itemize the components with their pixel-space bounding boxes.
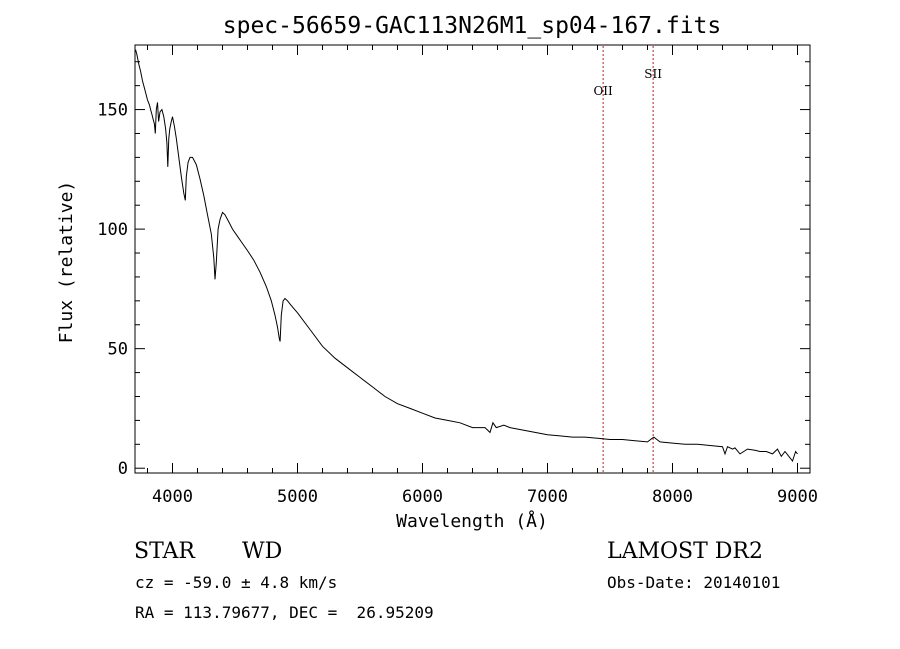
x-tick-label: 4000: [152, 487, 193, 507]
series-line: [135, 49, 798, 463]
plot-frame: [134, 44, 811, 474]
x-tick-label: 5000: [277, 487, 318, 507]
x-tick-label: 7000: [527, 487, 568, 507]
obs-date: Obs-Date: 20140101: [607, 573, 781, 592]
x-tick-label: 9000: [777, 487, 818, 507]
y-tick-label: 50: [108, 340, 128, 360]
x-axis: 4000 5000 6000 7000 8000 9000: [147, 45, 818, 507]
x-tick-label: 8000: [652, 487, 693, 507]
coordinates-text: RA = 113.79677, DEC = 26.95209: [135, 603, 434, 622]
y-axis-label: Flux (relative): [56, 181, 77, 344]
object-subclass: WD: [242, 539, 283, 564]
emission-line-markers: OII SII: [593, 46, 662, 472]
line-marker-label: SII: [644, 67, 662, 81]
line-marker-label: OII: [593, 84, 613, 98]
x-axis-label: Wavelength (Å): [396, 510, 548, 532]
survey-name: LAMOST DR2: [607, 539, 763, 564]
object-class: STAR: [134, 539, 195, 564]
y-tick-label: 150: [97, 101, 128, 121]
velocity-text: cz = -59.0 ± 4.8 km/s: [135, 573, 338, 592]
y-axis: 0 50 100 150: [97, 61, 810, 479]
y-tick-label: 0: [118, 459, 128, 479]
chart-title: spec-56659-GAC113N26M1_sp04-167.fits: [223, 13, 722, 39]
y-tick-label: 100: [97, 220, 128, 240]
x-tick-label: 6000: [402, 487, 443, 507]
